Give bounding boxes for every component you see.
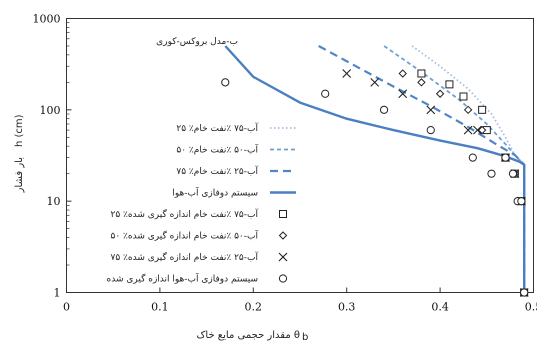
legend-label: ۷۵ ٪آب-۲۵ ٪نفت خام اندازه گیری شده: [111, 251, 259, 263]
x-tick-label: 0.1: [151, 301, 169, 314]
legend-label: سیستم دوفازی آب-هوا: [172, 187, 258, 199]
x-axis-label: مقدار حجمی مایع خاک θ: [196, 330, 300, 341]
data-point-cross: [398, 89, 408, 99]
data-point-diamond: [477, 125, 487, 135]
series-line-3: [224, 45, 526, 293]
data-point-square: [417, 69, 426, 78]
x-tick-label: 0.3: [338, 301, 356, 314]
data-point-circle: [520, 288, 529, 297]
data-point-cross: [370, 77, 380, 87]
data-point-cross: [473, 125, 482, 135]
y-axis-label-unit: h (cm): [14, 114, 25, 147]
legend-label: ۲۵ ٪آب-۷۵ ٪نفت خام: [176, 122, 258, 134]
data-point-circle: [501, 153, 510, 162]
x-tick-label: 0.4: [431, 301, 449, 314]
series-layer: [221, 45, 529, 297]
data-point-cross: [463, 125, 473, 135]
data-point-square: [445, 80, 454, 89]
legend-label: ۷۵ ٪آب-۲۵ ٪نفت خام: [176, 165, 258, 177]
data-point-diamond: [278, 231, 288, 240]
data-point-diamond: [398, 69, 407, 78]
legend-label: ۵۰ ٪آب-۵۰ ٪نفت خام اندازه گیری شده: [111, 230, 259, 242]
data-point-circle: [221, 78, 230, 87]
data-point-circle: [468, 153, 477, 162]
data-point-circle: [508, 169, 518, 178]
x-axis-label-subscript: b: [302, 332, 308, 342]
legend-label: ۵۰ ٪آب-۵۰ ٪نفت خام: [176, 144, 258, 156]
y-axis-label: h (cm) بار فشار: [14, 114, 25, 193]
plot-area: [66, 18, 534, 293]
y-tick-label: 100: [40, 104, 61, 117]
legend-label: ۲۵ ٪آب-۷۵ ٪نفت خام اندازه گیری شده: [111, 208, 259, 220]
data-point-circle: [426, 125, 435, 135]
data-point-square: [478, 105, 487, 114]
x-tick-label: 0.5: [525, 301, 537, 314]
x-axis: 0 0.1 0.2 0.3 0.4 0.5: [63, 287, 537, 314]
y-axis-label-word: بار فشار: [14, 157, 25, 193]
x-tick-label: 0.2: [245, 301, 263, 314]
data-point-cross: [278, 252, 288, 262]
data-point-cross: [342, 69, 352, 78]
data-point-diamond: [417, 78, 426, 87]
y-tick-label: 10: [47, 195, 61, 208]
data-point-circle: [321, 89, 330, 98]
data-point-square: [279, 210, 287, 218]
data-point-diamond: [463, 105, 473, 115]
y-tick-label: 1: [54, 287, 61, 300]
data-point-circle: [278, 274, 288, 283]
data-point-diamond: [435, 89, 445, 98]
legend-label: سیستم دوفازی آب-هوا اندازه گیری شده: [107, 273, 258, 285]
data-point-circle: [379, 105, 389, 114]
legend: ۲۵ ٪آب-۷۵ ٪نفت خام ۵۰ ٪آب-۵۰ ٪نفت خام ۷۵ ٪…: [107, 122, 296, 285]
data-point-square: [459, 92, 468, 101]
data-point-cross: [426, 105, 436, 115]
y-tick-label: 1000: [33, 13, 61, 26]
x-tick-label: 0: [63, 301, 70, 314]
chart-title: ب-مدل بروکس-کوری: [156, 37, 238, 47]
y-axis: 1 10 100 1000: [33, 13, 72, 300]
data-point-circle: [517, 197, 526, 206]
data-point-circle: [487, 169, 496, 178]
